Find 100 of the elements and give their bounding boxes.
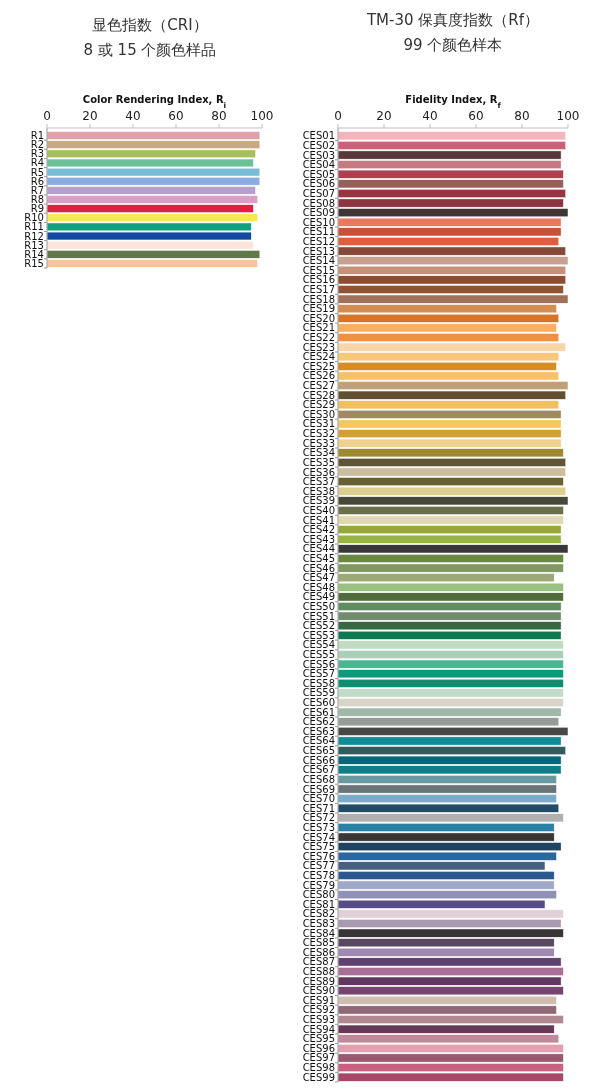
x-tick-label: 0 [43, 109, 51, 123]
y-tick-label: CES44 [302, 543, 335, 555]
chart-subtitle: 99 个颜色样本 [403, 36, 503, 54]
y-tick-label: CES18 [302, 293, 335, 305]
y-tick-label: R2 [30, 139, 44, 151]
x-tick-label: 20 [376, 109, 392, 123]
y-tick-label: CES07 [302, 187, 335, 199]
y-tick-label: CES48 [302, 581, 335, 593]
y-tick-label: CES02 [302, 139, 335, 151]
y-tick-label: R14 [24, 248, 44, 260]
y-tick-label: CES71 [302, 802, 335, 814]
y-tick-label: CES90 [302, 985, 335, 997]
y-tick-label: CES54 [302, 639, 335, 651]
y-tick-label: R4 [30, 157, 44, 169]
y-tick-label: R3 [30, 148, 44, 160]
y-tick-label: CES43 [302, 533, 335, 545]
y-tick-label: R11 [24, 221, 44, 233]
y-tick-label: CES51 [302, 610, 335, 622]
y-tick-label: CES35 [302, 456, 335, 468]
chart-title: TM-30 保真度指数（Rf） [365, 11, 540, 29]
y-tick-label: R13 [24, 239, 44, 251]
y-tick-label: CES36 [302, 466, 335, 478]
y-tick-label: CES03 [302, 149, 335, 161]
y-tick-label: CES79 [302, 879, 335, 891]
y-tick-label: CES22 [302, 332, 335, 344]
x-tick-label: 100 [250, 109, 274, 123]
y-tick-label: CES53 [302, 629, 335, 641]
y-tick-label: CES06 [302, 178, 335, 190]
y-tick-label: CES38 [302, 485, 335, 497]
y-tick-label: CES75 [302, 841, 335, 853]
y-tick-label: CES95 [302, 1033, 335, 1045]
y-tick-label: R12 [24, 230, 44, 242]
y-tick-label: CES83 [302, 918, 335, 929]
y-tick-label: CES96 [302, 1042, 335, 1054]
y-tick-label: CES10 [302, 216, 335, 228]
y-tick-label: CES15 [302, 264, 335, 276]
y-tick-label: CES30 [302, 408, 335, 420]
y-tick-label: CES41 [302, 514, 335, 526]
y-tick-label: CES01 [302, 130, 335, 142]
y-tick-label: CES28 [302, 389, 335, 401]
y-tick-label: CES65 [302, 745, 335, 757]
y-tick-label: CES76 [302, 850, 335, 862]
chart-subtitle: 8 或 15 个颜色样品 [83, 41, 217, 59]
y-tick-label: CES67 [302, 764, 335, 776]
y-tick-label: CES82 [302, 908, 335, 920]
y-tick-label: CES11 [302, 226, 335, 238]
y-tick-label: CES70 [302, 793, 335, 805]
y-tick-label: CES24 [302, 351, 335, 363]
y-tick-label: CES17 [302, 284, 335, 295]
y-tick-label: CES80 [302, 889, 335, 901]
y-tick-label: CES84 [302, 927, 335, 939]
y-tick-label: CES49 [302, 591, 335, 603]
x-tick-label: 100 [556, 109, 580, 123]
y-tick-label: CES50 [302, 601, 335, 612]
y-tick-label: CES26 [302, 370, 335, 382]
y-tick-label: CES92 [302, 1004, 335, 1016]
y-tick-label: R7 [30, 184, 44, 196]
x-tick-label: 40 [125, 109, 141, 123]
y-tick-label: CES94 [302, 1023, 335, 1035]
y-tick-label: CES73 [302, 821, 335, 833]
y-tick-label: R10 [24, 212, 44, 224]
y-tick-label: CES21 [302, 322, 335, 334]
y-tick-label: CES62 [302, 716, 335, 728]
y-tick-label: CES34 [302, 447, 335, 459]
y-tick-label: CES09 [302, 207, 335, 219]
y-tick-label: CES46 [302, 562, 335, 574]
y-tick-label: CES69 [302, 783, 335, 795]
y-tick-label: CES31 [302, 418, 335, 430]
y-tick-label: CES42 [302, 524, 335, 536]
y-tick-label: CES55 [302, 649, 335, 661]
y-tick-label: CES81 [302, 898, 335, 910]
y-tick-label: CES72 [302, 812, 335, 824]
y-tick-label: CES19 [302, 303, 335, 315]
y-tick-label: CES45 [302, 552, 335, 564]
y-tick-label: CES23 [302, 341, 335, 353]
x-tick-label: 40 [422, 109, 438, 123]
y-tick-label: CES59 [302, 687, 335, 699]
y-tick-label: R15 [24, 257, 44, 269]
y-tick-label: CES16 [302, 274, 335, 286]
y-tick-label: CES32 [302, 428, 335, 440]
y-tick-label: CES91 [302, 994, 335, 1006]
y-tick-label: CES86 [302, 946, 335, 958]
y-tick-label: CES39 [302, 495, 335, 507]
x-tick-label: 60 [168, 109, 184, 123]
y-tick-label: CES40 [302, 504, 335, 516]
y-tick-label: CES14 [302, 255, 335, 267]
y-tick-label: CES37 [302, 476, 335, 488]
y-tick-label: CES98 [302, 1062, 335, 1074]
y-tick-label: CES63 [302, 725, 335, 737]
x-axis-title: Fidelity Index, R$_{f}$ [405, 94, 502, 110]
y-tick-label: R1 [30, 130, 44, 142]
y-tick-label: CES85 [302, 937, 335, 949]
chart-title: 显色指数（CRI） [92, 16, 208, 34]
y-tick-label: CES12 [302, 235, 335, 247]
y-tick-label: CES60 [302, 697, 335, 709]
y-tick-label: CES13 [302, 245, 335, 257]
y-tick-label: R5 [30, 166, 44, 178]
y-tick-label: CES88 [302, 966, 335, 978]
y-tick-label: CES58 [302, 677, 335, 689]
y-tick-label: CES08 [302, 197, 335, 209]
